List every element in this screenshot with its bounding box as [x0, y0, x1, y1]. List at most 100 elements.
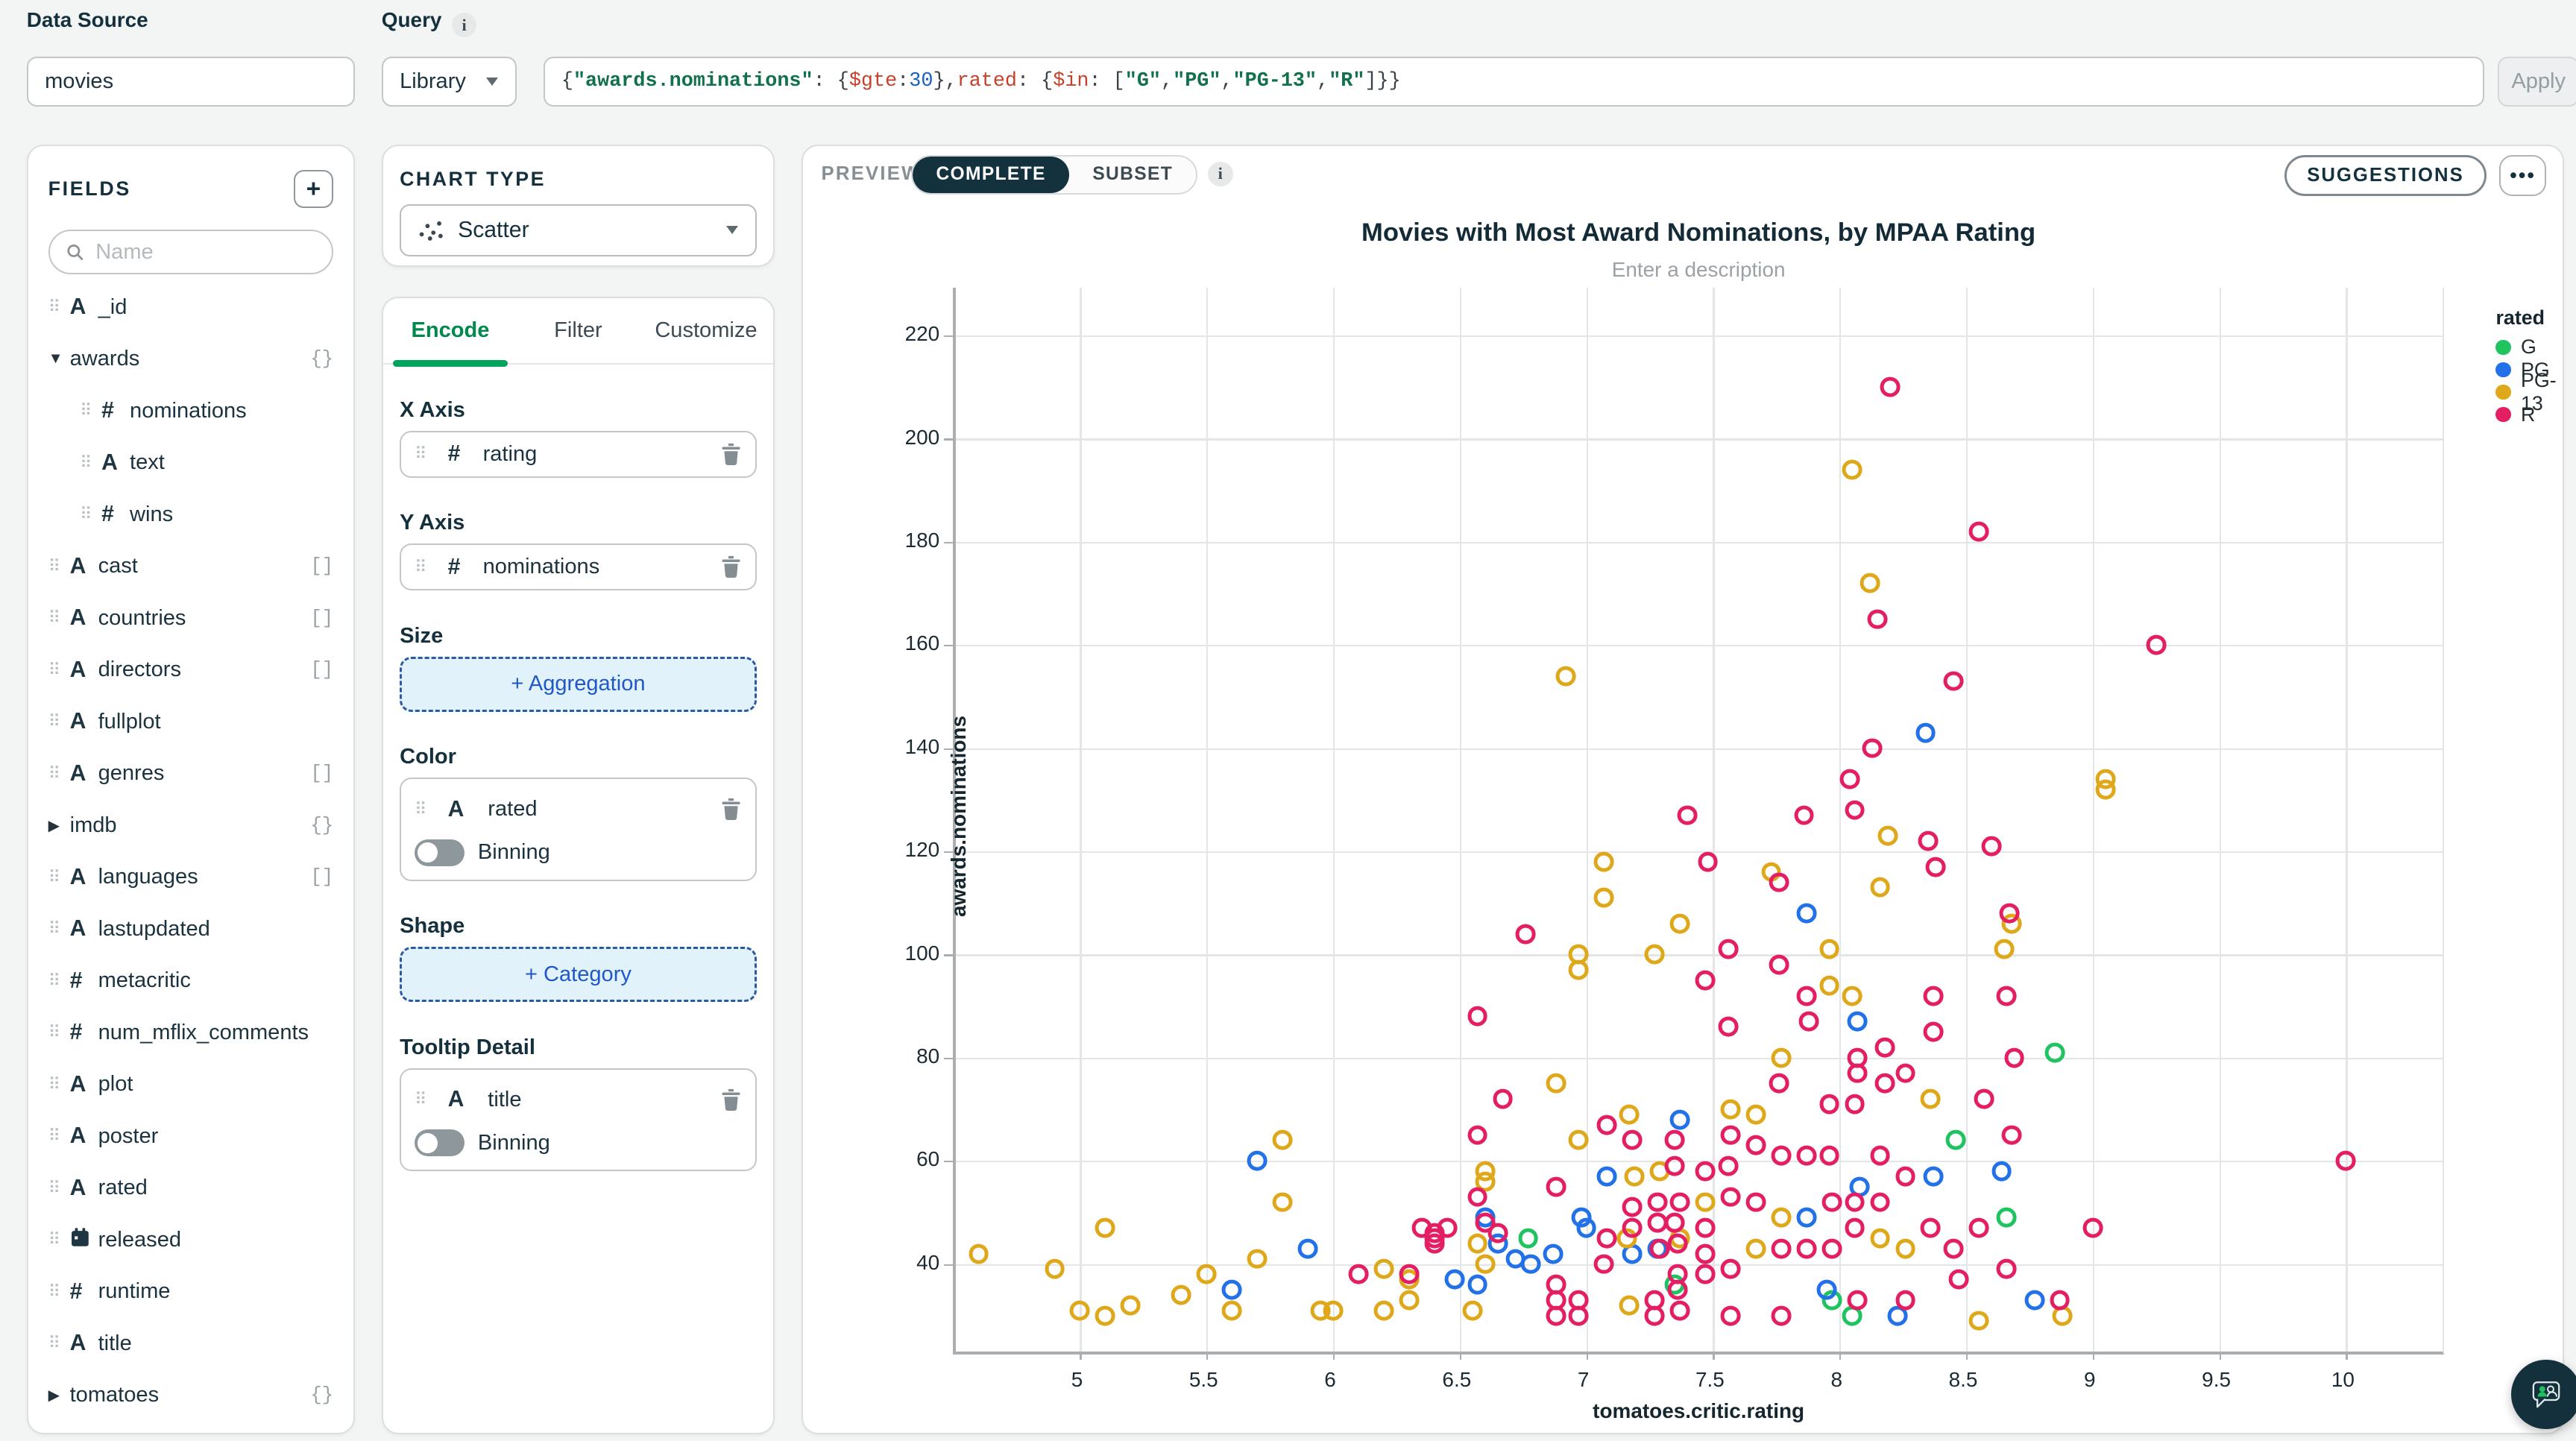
data-point-PG-13[interactable]	[969, 1243, 989, 1264]
data-point-R[interactable]	[1647, 1192, 1668, 1212]
data-point-R[interactable]	[1981, 836, 2002, 857]
x-axis-field-pill[interactable]: ⠿ # rating	[400, 431, 757, 478]
data-point-PG-13[interactable]	[1095, 1305, 1115, 1326]
tab-filter[interactable]: Filter	[554, 318, 602, 342]
more-options-button[interactable]: •••	[2499, 154, 2546, 197]
legend-item-PG[interactable]: PG	[2495, 359, 2563, 381]
data-point-PG-13[interactable]	[1373, 1300, 1394, 1321]
data-point-R[interactable]	[1895, 1063, 1915, 1083]
sample-mode-info-icon[interactable]: i	[1207, 161, 1233, 187]
data-point-R[interactable]	[1665, 1155, 1685, 1176]
data-point-R[interactable]	[1943, 671, 1964, 692]
data-point-R[interactable]	[1845, 1094, 1865, 1114]
drag-handle-icon[interactable]: ⠿	[48, 1074, 60, 1094]
data-point-R[interactable]	[1720, 1259, 1741, 1279]
drag-handle-icon[interactable]: ⠿	[414, 1090, 426, 1109]
legend-item-PG-13[interactable]: PG-13	[2495, 369, 2563, 414]
data-point-R[interactable]	[1695, 1264, 1716, 1284]
data-point-R[interactable]	[1644, 1305, 1665, 1326]
drag-handle-icon[interactable]: ⠿	[48, 971, 60, 990]
data-point-G[interactable]	[1946, 1130, 1966, 1150]
data-point-PG-13[interactable]	[1373, 1259, 1394, 1279]
data-point-PG-13[interactable]	[1475, 1254, 1496, 1274]
data-point-R[interactable]	[1596, 1114, 1617, 1135]
field-row-tomatoes[interactable]: ▶ tomatoes {}	[48, 1369, 334, 1422]
data-point-PG[interactable]	[1923, 1166, 1944, 1187]
data-point-PG-13[interactable]	[1546, 1073, 1566, 1094]
data-point-R[interactable]	[1771, 1238, 1792, 1259]
data-point-PG-13[interactable]	[1556, 666, 1576, 687]
data-point-R[interactable]	[1771, 1145, 1792, 1166]
trash-icon[interactable]	[720, 555, 742, 578]
data-point-PG-13[interactable]	[1771, 1207, 1792, 1228]
data-point-PG-13[interactable]	[1771, 1047, 1792, 1068]
data-point-R[interactable]	[1796, 1238, 1817, 1259]
drag-handle-icon[interactable]: ⠿	[48, 556, 60, 576]
data-point-R[interactable]	[1493, 1088, 1513, 1109]
data-point-R[interactable]	[1819, 1145, 1840, 1166]
y-axis-field-pill[interactable]: ⠿ # nominations	[400, 543, 757, 591]
data-point-R[interactable]	[1918, 830, 1939, 851]
data-point-PG-13[interactable]	[1593, 851, 1614, 872]
data-point-R[interactable]	[1720, 1305, 1741, 1326]
data-point-PG-13[interactable]	[1247, 1249, 1267, 1270]
data-point-PG-13[interactable]	[1467, 1233, 1487, 1254]
query-input[interactable]: {"awards.nominations": {$gte: 30}, rated…	[543, 56, 2485, 107]
data-point-PG-13[interactable]	[1045, 1259, 1065, 1279]
data-point-R[interactable]	[1845, 1192, 1865, 1212]
data-point-PG-13[interactable]	[1877, 825, 1898, 846]
data-point-R[interactable]	[1467, 1187, 1487, 1207]
field-search-input[interactable]	[95, 239, 315, 265]
library-select[interactable]: Library	[381, 56, 517, 107]
data-point-PG-13[interactable]	[1196, 1264, 1217, 1284]
data-point-G[interactable]	[1518, 1228, 1538, 1249]
data-point-PG-13[interactable]	[1323, 1300, 1344, 1321]
data-point-PG-13[interactable]	[1272, 1192, 1293, 1212]
data-point-PG-13[interactable]	[1171, 1284, 1191, 1305]
data-point-G[interactable]	[1996, 1207, 2017, 1228]
data-point-R[interactable]	[1923, 986, 1944, 1006]
data-point-PG[interactable]	[1796, 1207, 1817, 1228]
drag-handle-icon[interactable]: ⠿	[48, 919, 60, 939]
data-point-R[interactable]	[1867, 609, 1888, 630]
field-row-_id[interactable]: ⠿ A _id	[48, 281, 334, 333]
data-point-PG[interactable]	[1247, 1150, 1267, 1171]
tooltip-field-pill[interactable]: ⠿ A title	[415, 1078, 742, 1121]
data-point-R[interactable]	[1695, 970, 1716, 991]
field-row-wins[interactable]: ⠿ # wins	[48, 488, 334, 540]
data-point-PG[interactable]	[2024, 1290, 2045, 1311]
data-point-R[interactable]	[1845, 1217, 1865, 1238]
data-point-R[interactable]	[1718, 1016, 1739, 1037]
caret-right-icon[interactable]: ▶	[48, 817, 60, 834]
data-point-PG-13[interactable]	[1569, 1130, 1589, 1150]
data-point-R[interactable]	[1546, 1305, 1566, 1326]
add-category-button[interactable]: + Category	[400, 947, 757, 1003]
data-point-PG-13[interactable]	[1921, 1088, 1941, 1109]
data-point-PG[interactable]	[1991, 1161, 2012, 1182]
data-point-G[interactable]	[2044, 1042, 2065, 1063]
add-field-button[interactable]: +	[293, 169, 334, 209]
data-point-PG-13[interactable]	[1819, 939, 1840, 959]
field-row-partial[interactable]: ⠿A	[48, 1421, 334, 1433]
data-point-R[interactable]	[1678, 805, 1698, 825]
data-point-R[interactable]	[1771, 1305, 1792, 1326]
data-point-R[interactable]	[1649, 1238, 1670, 1259]
data-point-R[interactable]	[1968, 1217, 1989, 1238]
legend-item-G[interactable]: G	[2495, 335, 2563, 359]
drag-handle-icon[interactable]: ⠿	[48, 1178, 60, 1197]
drag-handle-icon[interactable]: ⠿	[48, 297, 60, 317]
drag-handle-icon[interactable]: ⠿	[48, 867, 60, 886]
drag-handle-icon[interactable]: ⠿	[48, 1023, 60, 1042]
tab-encode[interactable]: Encode	[386, 298, 514, 367]
data-point-PG[interactable]	[1444, 1269, 1465, 1290]
trash-icon[interactable]	[720, 798, 742, 821]
data-point-R[interactable]	[1796, 1145, 1817, 1166]
data-point-PG[interactable]	[1847, 1011, 1868, 1032]
data-point-R[interactable]	[1948, 1269, 1969, 1290]
